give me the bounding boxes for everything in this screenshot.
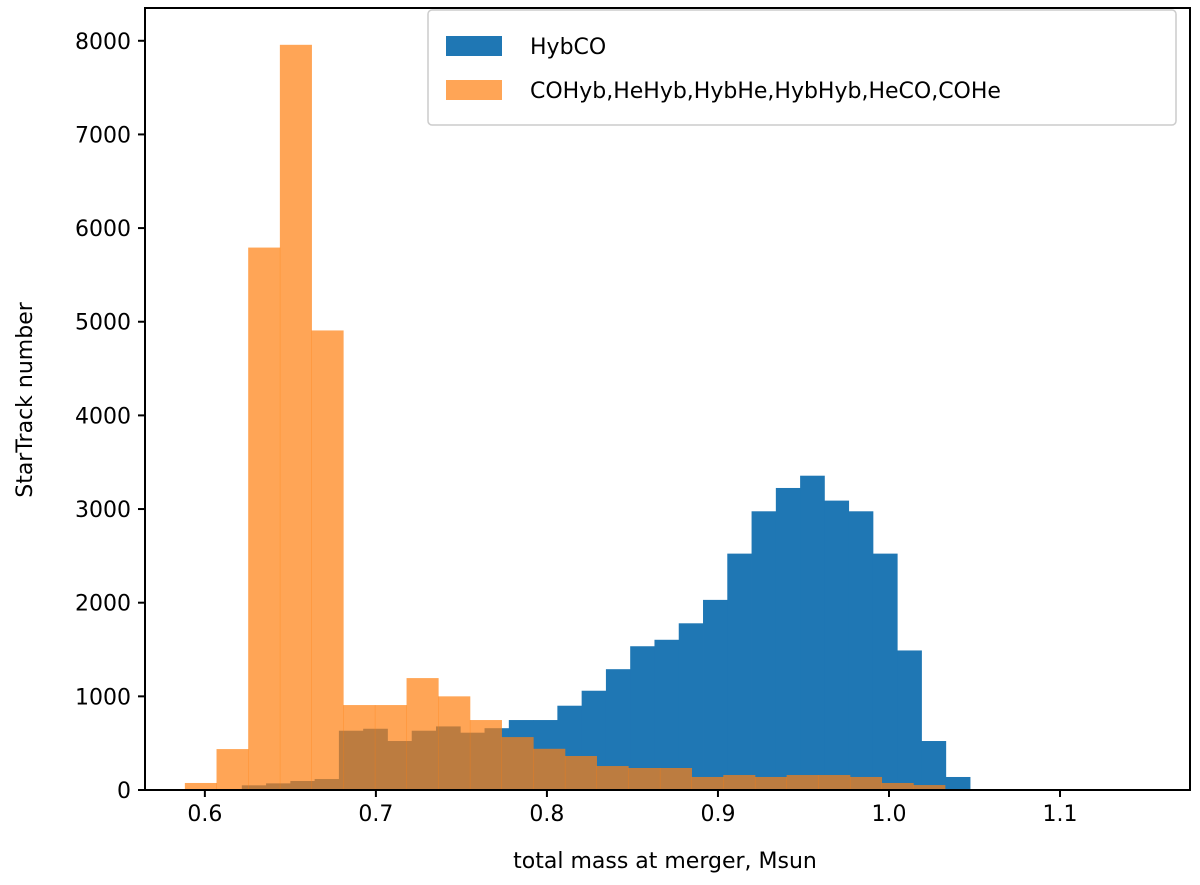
bar-series1-bin1 bbox=[216, 749, 249, 790]
y-tick-label: 8000 bbox=[75, 30, 131, 55]
x-tick-label: 1.0 bbox=[871, 802, 906, 827]
bar-series0-bin16 bbox=[630, 646, 655, 790]
bars-layer bbox=[184, 44, 971, 791]
y-tick-label: 7000 bbox=[75, 123, 131, 148]
plot-frame bbox=[144, 7, 1191, 791]
bar-series1-bin10 bbox=[501, 737, 534, 790]
y-axis-label: StarTrack number bbox=[13, 301, 38, 497]
x-tick-label: 1.1 bbox=[1043, 802, 1078, 827]
y-tick-label: 4000 bbox=[75, 404, 131, 429]
legend: HybCO COHyb,HeHyb,HybHe,HybHyb,HeCO,COHe bbox=[427, 9, 1177, 126]
bar-series1-bin13 bbox=[596, 766, 629, 790]
legend-label-hybco: HybCO bbox=[530, 35, 606, 60]
x-tick-label: 0.7 bbox=[358, 802, 393, 827]
x-tick-label: 0.8 bbox=[529, 802, 564, 827]
bar-series1-bin0 bbox=[184, 782, 217, 790]
bar-series0-bin20 bbox=[727, 553, 752, 790]
bar-series1-bin16 bbox=[691, 776, 724, 790]
bar-series0-bin21 bbox=[751, 511, 777, 790]
bar-series1-bin2 bbox=[248, 247, 281, 790]
bar-series1-bin18 bbox=[754, 776, 788, 790]
x-axis-label: total mass at merger, Msun bbox=[513, 849, 817, 874]
bar-series0-bin29 bbox=[945, 776, 971, 790]
x-axis-ticks: 0.6 0.7 0.8 0.9 1.0 1.1 bbox=[187, 790, 1078, 827]
bar-series1-bin14 bbox=[628, 767, 661, 790]
bar-series1-bin9 bbox=[469, 720, 502, 790]
legend-label-others: COHyb,HeHyb,HybHe,HybHyb,HeCO,COHe bbox=[530, 79, 1001, 104]
legend-swatch-hybco bbox=[446, 36, 502, 56]
bar-series1-bin23 bbox=[913, 785, 946, 790]
y-tick-label: 1000 bbox=[75, 685, 131, 710]
bar-series1-bin4 bbox=[311, 330, 344, 790]
bar-series1-bin3 bbox=[279, 44, 312, 791]
legend-swatch-others bbox=[446, 80, 502, 100]
bar-series0-bin17 bbox=[654, 639, 680, 790]
bar-series1-bin19 bbox=[786, 775, 819, 790]
bar-series1-bin5 bbox=[343, 705, 376, 790]
y-tick-label: 6000 bbox=[75, 217, 131, 242]
bar-series1-bin8 bbox=[438, 696, 471, 790]
y-tick-label: 2000 bbox=[75, 592, 131, 617]
bar-series0-bin18 bbox=[678, 623, 704, 790]
y-tick-label: 0 bbox=[117, 779, 131, 804]
bar-series0-bin19 bbox=[703, 599, 728, 790]
y-tick-label: 3000 bbox=[75, 498, 131, 523]
bar-series0-bin28 bbox=[921, 741, 947, 790]
bar-series1-bin6 bbox=[374, 705, 407, 790]
bar-series0-bin24 bbox=[824, 500, 850, 790]
x-tick-label: 0.6 bbox=[187, 802, 222, 827]
bar-series0-bin26 bbox=[872, 553, 898, 790]
bar-series1-bin11 bbox=[533, 748, 566, 790]
y-tick-label: 5000 bbox=[75, 311, 131, 336]
bar-series1-bin21 bbox=[849, 776, 883, 790]
bar-series1-bin12 bbox=[564, 756, 597, 790]
legend-box bbox=[427, 9, 1177, 126]
bar-series0-bin27 bbox=[897, 650, 922, 790]
x-tick-label: 0.9 bbox=[700, 802, 735, 827]
y-axis-ticks: 0 1000 2000 3000 4000 5000 6000 7000 8000 bbox=[75, 30, 145, 804]
bar-series0-bin23 bbox=[800, 475, 825, 790]
bar-series1-bin22 bbox=[881, 782, 914, 790]
bar-series0-bin22 bbox=[775, 487, 801, 790]
bar-series1-bin17 bbox=[723, 775, 756, 790]
bar-series1-bin7 bbox=[406, 678, 439, 790]
bar-series1-bin15 bbox=[659, 767, 692, 790]
bar-series1-bin20 bbox=[818, 775, 851, 790]
bar-series0-bin25 bbox=[848, 511, 874, 790]
